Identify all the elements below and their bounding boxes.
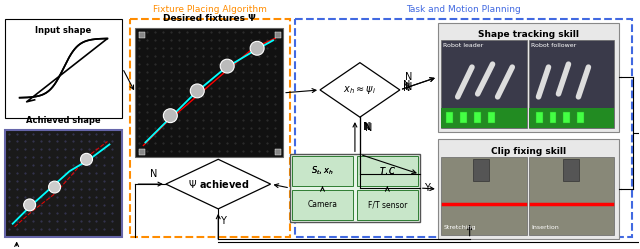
Text: Stretching: Stretching xyxy=(444,225,476,230)
Bar xyxy=(473,159,488,181)
Bar xyxy=(4,18,122,118)
Bar xyxy=(441,157,527,235)
Text: Task and Motion Planning: Task and Motion Planning xyxy=(406,4,521,14)
Bar xyxy=(140,149,145,155)
Bar xyxy=(292,156,353,186)
Bar xyxy=(529,108,614,127)
Bar xyxy=(536,112,543,123)
Text: N: N xyxy=(403,83,410,93)
Bar xyxy=(140,32,145,38)
Text: Robot leader: Robot leader xyxy=(443,43,483,48)
Text: $x_h \approx \psi_i$: $x_h \approx \psi_i$ xyxy=(344,84,376,96)
Polygon shape xyxy=(166,159,271,209)
Circle shape xyxy=(220,59,234,73)
Bar xyxy=(441,108,527,127)
Text: N: N xyxy=(405,72,412,82)
Bar xyxy=(438,22,620,131)
Text: $S_t, x_h$: $S_t, x_h$ xyxy=(311,165,333,178)
Text: Camera: Camera xyxy=(307,200,337,209)
Bar xyxy=(275,149,281,155)
Bar xyxy=(488,112,495,123)
Bar xyxy=(295,18,632,237)
Text: Y: Y xyxy=(424,183,429,193)
Text: Insertion: Insertion xyxy=(532,225,559,230)
Circle shape xyxy=(250,41,264,55)
Circle shape xyxy=(49,181,61,193)
Text: Desired fixtures Ψ: Desired fixtures Ψ xyxy=(163,14,255,23)
Text: Input shape: Input shape xyxy=(35,26,92,35)
Bar xyxy=(563,159,579,181)
Circle shape xyxy=(163,109,177,123)
Text: N: N xyxy=(150,169,158,179)
Bar xyxy=(292,190,353,220)
Bar xyxy=(438,139,620,239)
Bar xyxy=(357,156,418,186)
Circle shape xyxy=(81,153,93,165)
Bar xyxy=(474,112,481,123)
Bar xyxy=(136,28,283,157)
Text: N: N xyxy=(365,123,372,133)
Bar xyxy=(441,40,527,127)
Bar xyxy=(529,157,614,235)
Text: Fixture Placing Algorithm: Fixture Placing Algorithm xyxy=(154,4,267,14)
Text: Achieved shape: Achieved shape xyxy=(26,116,101,124)
Text: Clip fixing skill: Clip fixing skill xyxy=(491,147,566,156)
Bar xyxy=(563,112,570,123)
Bar xyxy=(4,129,122,237)
Text: $T, C$: $T, C$ xyxy=(379,165,396,177)
Bar xyxy=(131,18,290,237)
Text: Shape tracking skill: Shape tracking skill xyxy=(478,30,579,39)
Text: $S_t, x_h$: $S_t, x_h$ xyxy=(311,165,333,178)
Polygon shape xyxy=(320,63,400,117)
Text: N: N xyxy=(405,82,412,92)
Text: N: N xyxy=(403,80,410,90)
Bar xyxy=(275,32,281,38)
Text: N: N xyxy=(364,122,371,132)
Circle shape xyxy=(190,84,204,98)
Text: Y: Y xyxy=(220,216,226,226)
Text: $\Psi$ achieved: $\Psi$ achieved xyxy=(188,178,249,190)
Bar xyxy=(445,112,452,123)
Bar xyxy=(577,112,584,123)
Circle shape xyxy=(24,199,36,211)
Bar xyxy=(290,154,420,222)
Text: Robot follower: Robot follower xyxy=(531,43,576,48)
Text: F/T sensor: F/T sensor xyxy=(367,200,407,209)
Bar xyxy=(529,40,614,127)
Bar xyxy=(550,112,557,123)
Text: N: N xyxy=(363,122,371,132)
Bar xyxy=(460,112,467,123)
Text: $T, C$: $T, C$ xyxy=(379,165,396,177)
Bar xyxy=(357,190,418,220)
